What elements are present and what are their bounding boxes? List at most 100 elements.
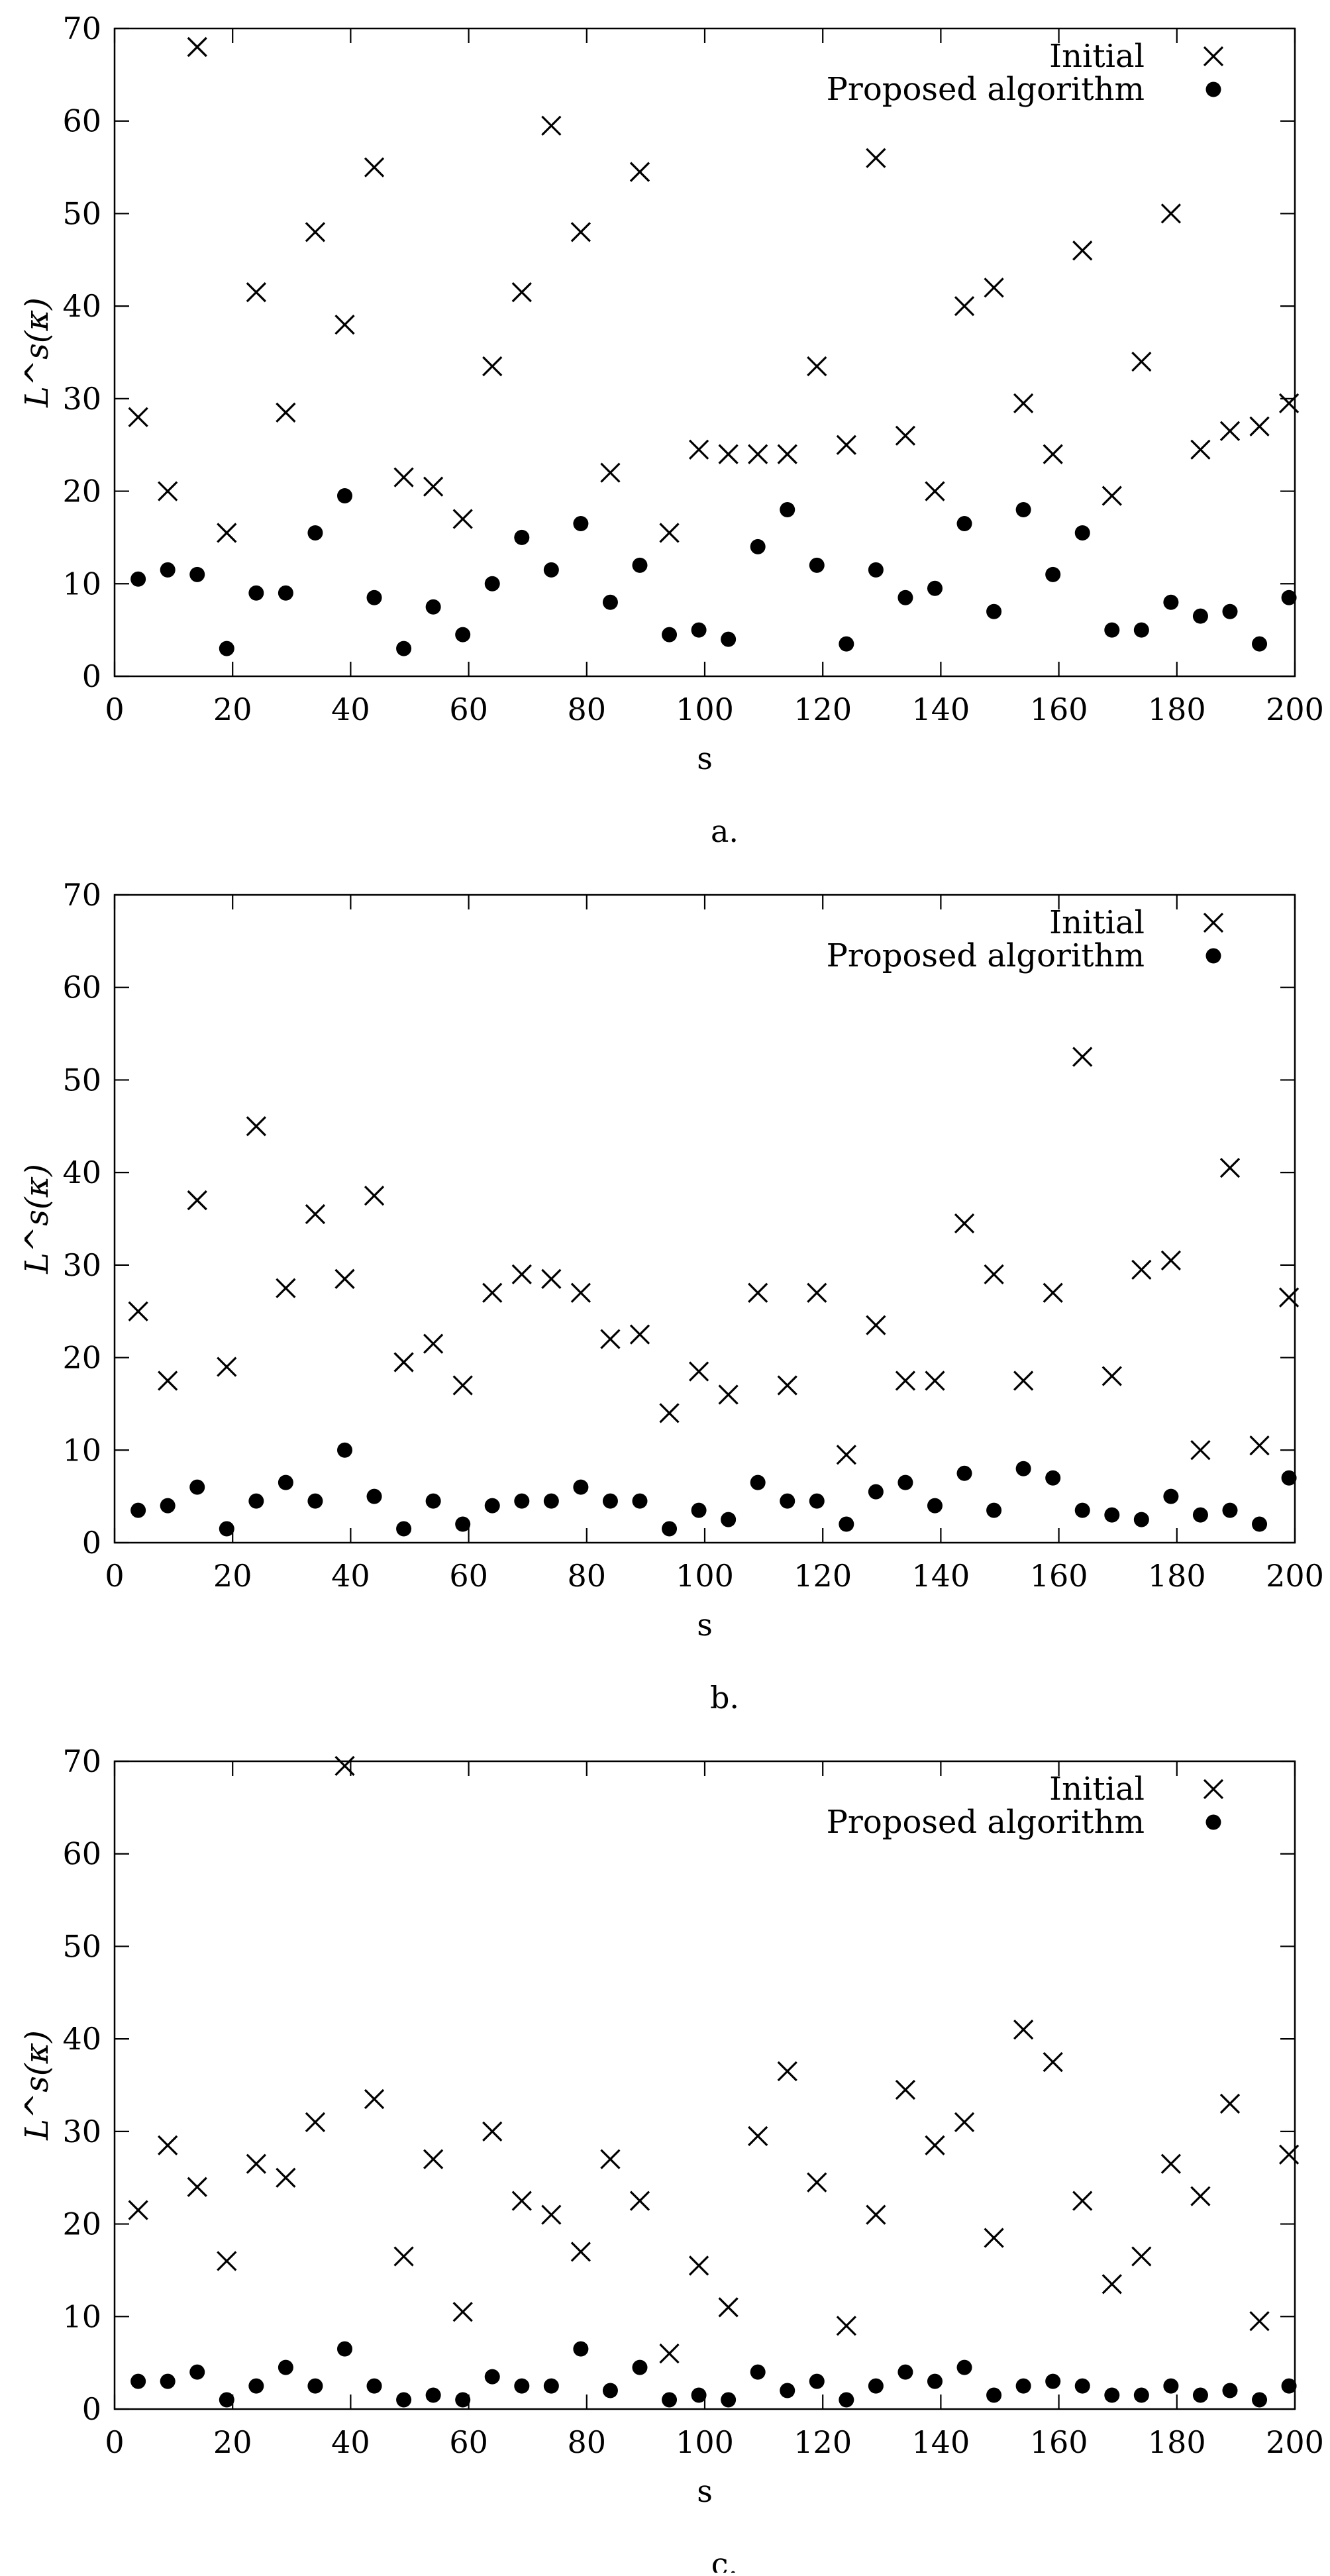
initial-point [807, 356, 827, 377]
initial-point [748, 444, 768, 464]
y-tick-label: 30 [62, 381, 101, 417]
y-axis-label: L^s(κ) [19, 297, 56, 408]
proposed-point [336, 488, 352, 504]
cross-stroke [984, 1264, 1004, 1284]
initial-point [1013, 2020, 1034, 2040]
x-tick-label: 0 [105, 692, 124, 727]
cross-stroke [393, 467, 414, 488]
proposed-point [543, 2378, 559, 2394]
initial-point [895, 1370, 916, 1391]
cross-stroke [364, 2088, 385, 2110]
proposed-point [662, 627, 678, 643]
cross-stroke [629, 162, 650, 182]
initial-point [452, 1375, 473, 1396]
proposed-point [1045, 2373, 1061, 2389]
proposed-point [366, 1488, 382, 1504]
proposed-point [839, 1516, 854, 1532]
cross-stroke [807, 2172, 827, 2192]
initial-point [334, 1268, 355, 1289]
cross-stroke [158, 1370, 178, 1391]
x-tick-label: 160 [1030, 2424, 1088, 2460]
cross-stroke [718, 2297, 739, 2318]
cross-stroke [1278, 2144, 1300, 2165]
initial-point [187, 1190, 207, 1211]
x-tick-label: 80 [568, 2424, 607, 2460]
initial-point [629, 162, 650, 182]
y-axis-label: L^s(κ) [19, 2030, 56, 2141]
initial-point [1190, 1440, 1211, 1461]
initial-point [925, 1370, 945, 1391]
initial-point [482, 1282, 503, 1303]
y-tick-label: 0 [82, 2391, 101, 2427]
proposed-point [1015, 502, 1031, 518]
x-tick-label: 40 [331, 1558, 370, 1594]
cross-stroke [1203, 912, 1224, 933]
initial-point [984, 2228, 1004, 2248]
proposed-point [956, 1465, 972, 1481]
proposed-point [632, 557, 648, 573]
legend-label: Initial [1049, 1771, 1145, 1808]
initial-point [777, 444, 797, 464]
y-tick-label: 20 [62, 474, 101, 509]
initial-point [276, 1278, 296, 1298]
cross-stroke [334, 1268, 355, 1289]
initial-point [1013, 1370, 1034, 1391]
y-axis-label: L^s(κ) [19, 1164, 56, 1274]
initial-point [334, 314, 355, 335]
cross-stroke [246, 2153, 266, 2174]
proposed-point [721, 1512, 737, 1527]
cross-stroke [541, 1268, 562, 1289]
proposed-point [484, 2369, 500, 2385]
cross-stroke [1190, 439, 1211, 460]
initial-point [954, 1213, 975, 1234]
y-tick-label: 0 [82, 658, 101, 694]
initial-point [1219, 2093, 1241, 2114]
x-tick-label: 200 [1266, 1558, 1324, 1594]
cross-stroke [718, 444, 739, 464]
legend-marker-cross [1203, 46, 1224, 67]
proposed-point [721, 631, 737, 647]
initial-point [1131, 351, 1152, 372]
proposed-point [868, 562, 884, 578]
cross-stroke [836, 435, 856, 455]
x-tick-label: 80 [568, 1558, 607, 1594]
proposed-point [1015, 1461, 1031, 1476]
initial-point [1219, 421, 1241, 441]
proposed-point [336, 2341, 352, 2357]
x-tick-label: 20 [213, 1558, 252, 1594]
initial-point [807, 2172, 827, 2192]
cross-stroke [276, 1278, 296, 1298]
proposed-point [721, 2392, 737, 2408]
initial-point [305, 2112, 326, 2133]
proposed-point [307, 525, 323, 541]
proposed-point [897, 2364, 913, 2380]
x-tick-label: 100 [676, 1558, 734, 1594]
x-tick-label: 140 [911, 2424, 970, 2460]
proposed-point [248, 1493, 264, 1509]
initial-point [1043, 1282, 1063, 1303]
initial-point [570, 2241, 591, 2262]
proposed-point [986, 603, 1002, 619]
initial-point [807, 1282, 827, 1303]
x-tick-label: 100 [676, 2424, 734, 2460]
proposed-point [956, 515, 972, 531]
initial-point [482, 2121, 503, 2141]
initial-point [629, 1324, 650, 1345]
initial-point [1131, 2246, 1152, 2267]
proposed-point [307, 2378, 323, 2394]
proposed-point [396, 641, 412, 656]
cross-stroke [1278, 1287, 1300, 1308]
proposed-point [573, 515, 589, 531]
proposed-point [514, 2378, 530, 2394]
cross-stroke [305, 2112, 326, 2133]
proposed-point [189, 566, 205, 582]
cross-stroke [836, 2316, 856, 2336]
cross-stroke [482, 1282, 503, 1303]
proposed-point [1163, 2378, 1179, 2394]
proposed-point [160, 1498, 176, 1514]
cross-stroke [1160, 2153, 1182, 2174]
x-tick-label: 0 [105, 1558, 124, 1594]
cross-stroke [158, 2135, 178, 2155]
proposed-point [956, 2359, 972, 2375]
